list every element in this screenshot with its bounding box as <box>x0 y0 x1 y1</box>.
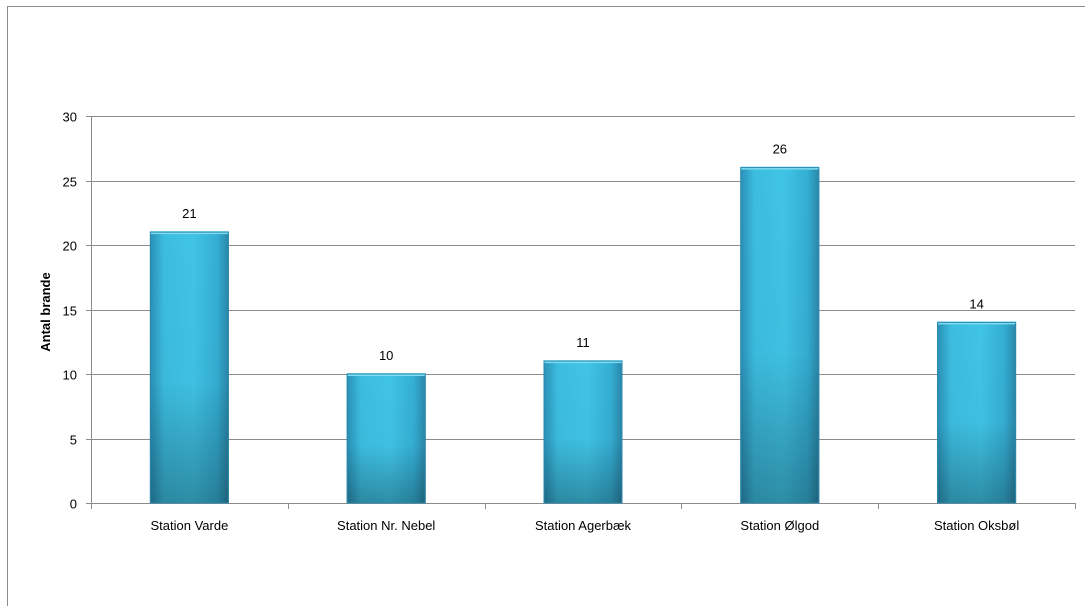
bar-shade <box>149 232 229 503</box>
y-tick-label: 5 <box>70 433 77 448</box>
bar-shade <box>937 322 1017 503</box>
bar-outline <box>149 231 229 504</box>
x-category-label: Station Oksbøl <box>934 518 1019 533</box>
y-tick-label: 0 <box>70 497 77 512</box>
data-label: 26 <box>773 142 787 157</box>
bar-top-cap <box>149 231 229 235</box>
bar-outline <box>543 360 623 504</box>
bar-outline <box>740 167 820 504</box>
y-tick-label: 20 <box>63 239 77 254</box>
chart-frame <box>7 6 1085 606</box>
bars <box>149 166 1017 504</box>
bar-1 <box>149 231 229 504</box>
bar-4 <box>740 166 820 504</box>
bar-outline <box>346 373 426 504</box>
y-axis-title: Antal brande <box>38 272 53 351</box>
x-category-label: Station Agerbæk <box>535 518 632 533</box>
x-category-label: Station Varde <box>150 518 228 533</box>
x-category-label: Station Ølgod <box>740 518 819 533</box>
bar-5 <box>937 321 1017 504</box>
bar-2 <box>346 373 426 504</box>
y-tick-label: 30 <box>63 110 77 125</box>
data-label: 11 <box>576 335 590 350</box>
bar-top-cap <box>543 360 623 364</box>
data-label: 14 <box>969 296 983 311</box>
bar-shade <box>740 167 820 503</box>
bar-outline <box>937 321 1017 504</box>
x-category-label: Station Nr. Nebel <box>337 518 435 533</box>
bar-shade <box>543 361 623 503</box>
bar-shade <box>346 374 426 503</box>
bar-top-cap <box>740 166 820 170</box>
y-tick-label: 10 <box>63 368 77 383</box>
labels: 0 5 10 15 20 25 30 21 Station Varde 10 Station Nr.… <box>63 110 1020 534</box>
y-tick-label: 15 <box>63 304 77 319</box>
axes <box>91 116 1076 509</box>
data-label: 10 <box>379 348 393 363</box>
y-tick-label: 25 <box>63 175 77 190</box>
data-label: 21 <box>182 206 196 221</box>
bar-3 <box>543 360 623 504</box>
